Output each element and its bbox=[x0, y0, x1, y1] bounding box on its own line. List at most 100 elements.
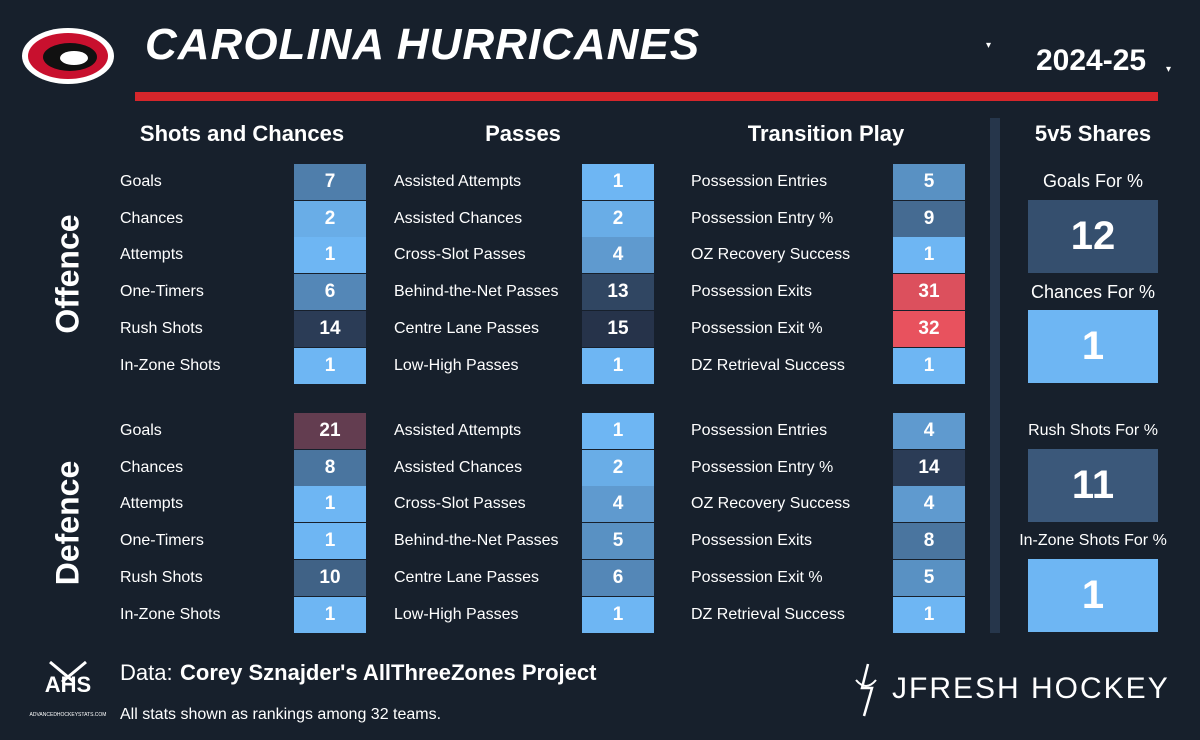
stat-label: DZ Retrieval Success bbox=[691, 605, 845, 623]
brand: JFRESH HOCKEY bbox=[892, 672, 1170, 705]
rank-cell: 9 bbox=[893, 200, 965, 237]
share-cell: 12 bbox=[1028, 200, 1158, 273]
divider bbox=[990, 118, 1000, 633]
note: All stats shown as rankings among 32 tea… bbox=[120, 706, 442, 723]
stat-label: In-Zone Shots bbox=[120, 605, 221, 623]
dropdown-caret[interactable]: ▾ bbox=[986, 40, 992, 51]
rank-cell: 14 bbox=[893, 449, 965, 486]
rank-cell: 5 bbox=[893, 559, 965, 596]
rank-cell: 2 bbox=[582, 200, 654, 237]
rank-cell: 8 bbox=[893, 523, 965, 560]
stat-label: Behind-the-Net Passes bbox=[394, 283, 559, 301]
rank-cell: 7 bbox=[294, 164, 366, 200]
stat-label: Assisted Chances bbox=[394, 209, 523, 227]
rank-cell: 2 bbox=[582, 449, 654, 486]
rank-cell: 15 bbox=[582, 310, 654, 347]
stat-label: Cross-Slot Passes bbox=[394, 246, 526, 264]
rank-cell: 1 bbox=[294, 347, 366, 384]
team-logo bbox=[22, 28, 114, 84]
ahs-logo bbox=[49, 660, 87, 684]
stat-label: OZ Recovery Success bbox=[691, 495, 851, 513]
share-cell: 1 bbox=[1028, 559, 1158, 632]
stat-label: Possession Exits bbox=[691, 283, 812, 301]
data-prefix: Data: bbox=[120, 660, 173, 685]
stat-label: Possession Entry % bbox=[691, 209, 834, 227]
rank-cell: 1 bbox=[294, 486, 366, 523]
stat-label: Possession Entries bbox=[691, 422, 828, 439]
stat-label: One-Timers bbox=[120, 532, 204, 550]
shares-title: 5v5 Shares bbox=[1034, 121, 1152, 146]
rank-cell: 1 bbox=[893, 347, 965, 384]
column-title: Shots and Chances bbox=[139, 121, 345, 146]
stat-label: Low-High Passes bbox=[394, 356, 519, 374]
rank-cell: 1 bbox=[893, 237, 965, 274]
stat-label: In-Zone Shots bbox=[120, 356, 221, 374]
rank-cell: 14 bbox=[294, 310, 366, 347]
stat-label: DZ Retrieval Success bbox=[691, 356, 845, 374]
rank-cell: 32 bbox=[893, 310, 965, 347]
stat-label: Possession Exit % bbox=[691, 568, 823, 586]
rank-cell: 1 bbox=[294, 237, 366, 274]
rank-cell: 1 bbox=[582, 164, 654, 200]
stat-label: Behind-the-Net Passes bbox=[394, 532, 559, 550]
share-cell: 1 bbox=[1028, 310, 1158, 383]
stat-label: Attempts bbox=[120, 246, 184, 264]
rank-cell: 31 bbox=[893, 274, 965, 311]
stat-label: Possession Exits bbox=[691, 532, 812, 550]
rank-cell: 6 bbox=[582, 559, 654, 596]
title: CAROLINA HURRICANES bbox=[145, 20, 701, 69]
stat-label: OZ Recovery Success bbox=[691, 246, 851, 264]
rank-cell: 4 bbox=[893, 486, 965, 523]
share-label: Rush Shots For % bbox=[1028, 422, 1158, 439]
rank-cell: 4 bbox=[582, 486, 654, 523]
rank-cell: 2 bbox=[294, 200, 366, 237]
stat-label: Chances bbox=[120, 458, 184, 476]
stat-label: Goals bbox=[120, 422, 162, 439]
stat-label: Possession Entries bbox=[691, 173, 828, 190]
stat-label: Assisted Chances bbox=[394, 458, 523, 476]
logo-text: AHS bbox=[44, 672, 92, 697]
rank-cell: 1 bbox=[582, 596, 654, 633]
stat-label: Rush Shots bbox=[120, 319, 203, 337]
stat-label: Chances bbox=[120, 209, 184, 227]
season: 2024-25 bbox=[1036, 44, 1147, 77]
rank-cell: 10 bbox=[294, 559, 366, 596]
share-label: Chances For % bbox=[1030, 282, 1156, 302]
share-label: Goals For % bbox=[1042, 171, 1144, 191]
stat-label: Centre Lane Passes bbox=[394, 568, 539, 586]
rank-cell: 1 bbox=[294, 523, 366, 560]
dropdown-caret[interactable]: ▾ bbox=[1166, 64, 1172, 75]
stat-label: Attempts bbox=[120, 495, 184, 513]
rank-cell: 1 bbox=[294, 596, 366, 633]
logo-url: ADVANCEDHOCKEYSTATS.COM bbox=[29, 712, 107, 718]
rank-cell: 4 bbox=[582, 237, 654, 274]
share-label: In-Zone Shots For % bbox=[1019, 532, 1167, 549]
stat-label: One-Timers bbox=[120, 283, 204, 301]
stat-label: Goals bbox=[120, 173, 162, 190]
column-title: Passes bbox=[485, 121, 561, 146]
header-bar bbox=[135, 92, 1158, 101]
rank-cell: 13 bbox=[582, 274, 654, 311]
rank-cell: 6 bbox=[294, 274, 366, 311]
stat-label: Centre Lane Passes bbox=[394, 319, 539, 337]
rank-cell: 5 bbox=[893, 164, 965, 200]
stat-label: Low-High Passes bbox=[394, 605, 519, 623]
column-title: Transition Play bbox=[747, 121, 905, 146]
rank-cell: 21 bbox=[294, 413, 366, 449]
stat-label: Rush Shots bbox=[120, 568, 203, 586]
stat-label: Assisted Attempts bbox=[394, 422, 522, 439]
rank-cell: 1 bbox=[582, 413, 654, 449]
share-cell: 11 bbox=[1028, 449, 1158, 522]
brand-logo bbox=[855, 663, 877, 717]
stat-label: Possession Exit % bbox=[691, 319, 823, 337]
rank-cell: 4 bbox=[893, 413, 965, 449]
stat-label: Assisted Attempts bbox=[394, 173, 522, 190]
section-label: Offence bbox=[49, 214, 86, 334]
rank-cell: 1 bbox=[582, 347, 654, 384]
data-source: Corey Sznajder's AllThreeZones Project bbox=[180, 660, 597, 685]
rank-cell: 8 bbox=[294, 449, 366, 486]
stat-label: Possession Entry % bbox=[691, 458, 834, 476]
stat-label: Cross-Slot Passes bbox=[394, 495, 526, 513]
rank-cell: 5 bbox=[582, 523, 654, 560]
